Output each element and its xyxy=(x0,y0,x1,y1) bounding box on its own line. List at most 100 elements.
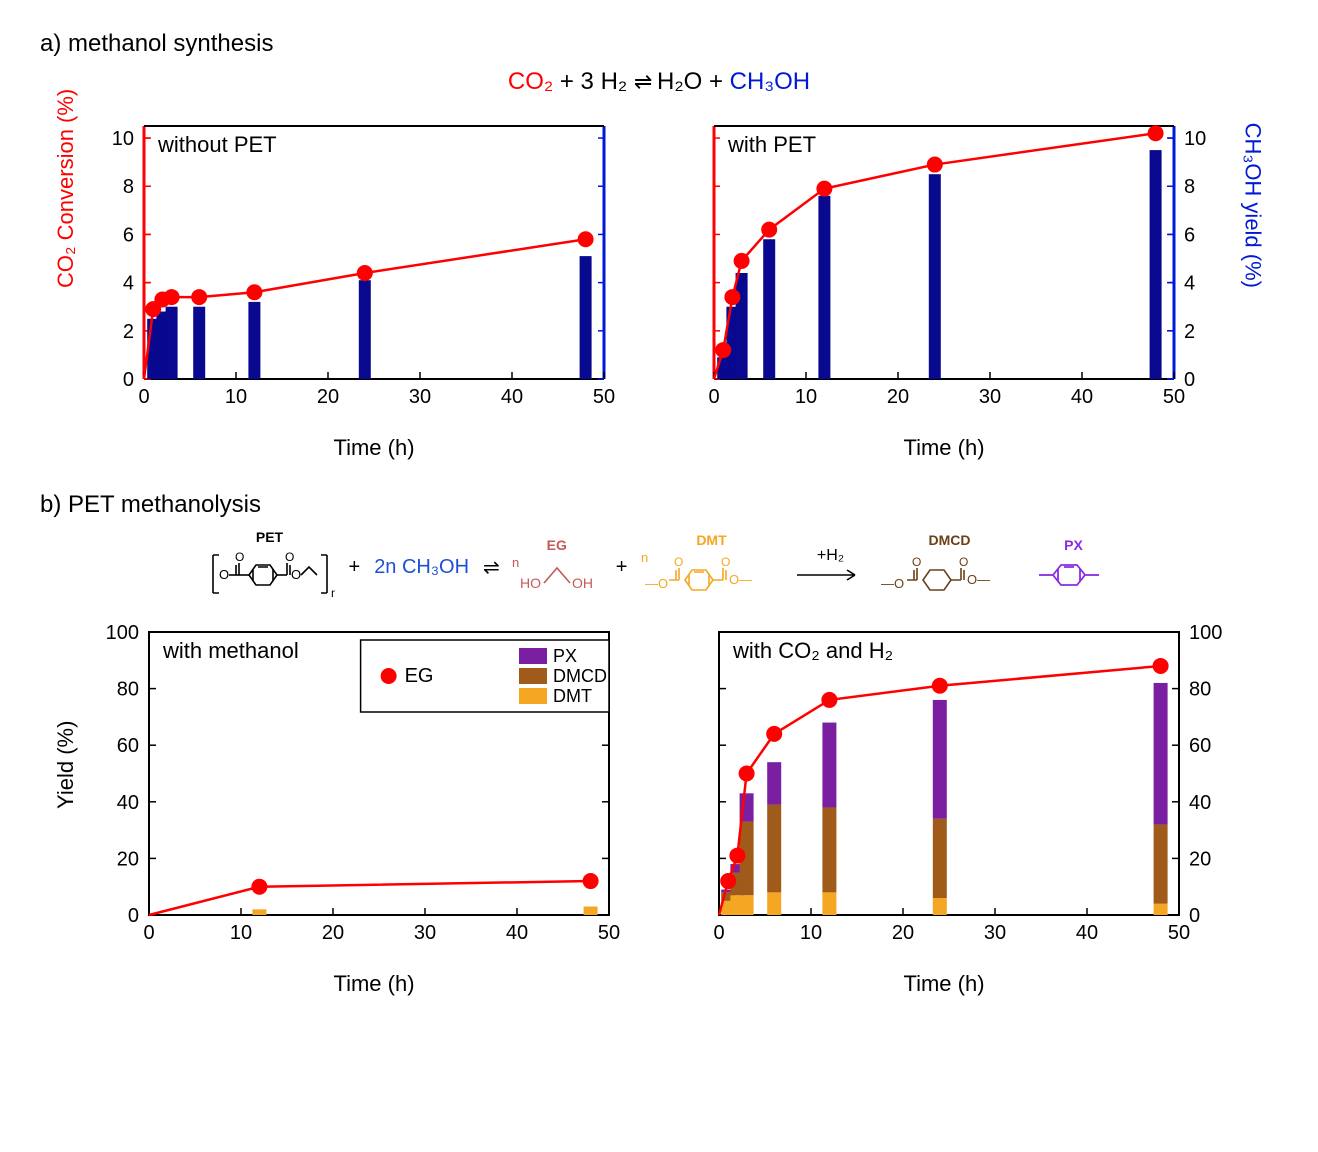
svg-text:O: O xyxy=(235,550,244,564)
svg-text:4: 4 xyxy=(123,273,134,295)
svg-text:DMT: DMT xyxy=(553,686,592,706)
arrow-h2: +H₂ xyxy=(795,547,865,588)
svg-text:0: 0 xyxy=(708,386,719,408)
svg-text:50: 50 xyxy=(1163,386,1185,408)
svg-text:0: 0 xyxy=(138,386,149,408)
panel-a-charts: CO₂ Conversion (%) 010203040500246810wit… xyxy=(20,114,1298,461)
svg-text:30: 30 xyxy=(414,922,436,944)
svg-text:HO: HO xyxy=(520,575,541,591)
plus-sign: + xyxy=(616,556,628,579)
panel-b-charts: Yield (%) 01020304050020406080100with me… xyxy=(20,620,1298,997)
dmcd-molecule-icon: —O O O O— xyxy=(879,548,1019,598)
svg-text:0: 0 xyxy=(1184,369,1195,391)
chart-b-with-co2-h2: 01020304050020406080100with CO₂ and H₂ xyxy=(664,620,1224,960)
svg-text:40: 40 xyxy=(1076,922,1098,944)
svg-text:60: 60 xyxy=(117,735,139,757)
svg-text:100: 100 xyxy=(1189,622,1222,644)
svg-text:6: 6 xyxy=(123,224,134,246)
svg-text:0: 0 xyxy=(143,922,154,944)
svg-text:30: 30 xyxy=(979,386,1001,408)
equation-a: CO₂ + 3 H₂ ⇌ H₂O + CH₃OH xyxy=(20,68,1298,96)
chart-b-left: Yield (%) 01020304050020406080100with me… xyxy=(94,620,654,997)
svg-text:20: 20 xyxy=(317,386,339,408)
dmt-molecule-icon: n —O O O O— xyxy=(641,548,781,598)
svg-text:40: 40 xyxy=(1189,792,1211,814)
svg-text:PX: PX xyxy=(553,646,577,666)
svg-text:40: 40 xyxy=(1071,386,1093,408)
svg-text:30: 30 xyxy=(984,922,1006,944)
svg-text:O: O xyxy=(912,555,921,569)
equilibrium-arrow-icon: ⇌ xyxy=(634,69,650,94)
panel-a-title: a) methanol synthesis xyxy=(40,30,1298,58)
svg-text:8: 8 xyxy=(123,176,134,198)
pet-molecule-icon: n O O O O xyxy=(205,545,335,600)
svg-text:50: 50 xyxy=(598,922,620,944)
pet-structure: PET n O O O O xyxy=(205,529,335,606)
panel-a: a) methanol synthesis CO₂ + 3 H₂ ⇌ H₂O +… xyxy=(20,30,1298,461)
svg-text:0: 0 xyxy=(128,905,139,927)
svg-text:50: 50 xyxy=(593,386,615,408)
svg-text:2: 2 xyxy=(123,321,134,343)
svg-text:20: 20 xyxy=(1189,848,1211,870)
eg-molecule-icon: n HO OH xyxy=(512,553,602,593)
svg-text:O—: O— xyxy=(967,572,990,587)
px-molecule-icon xyxy=(1033,553,1113,593)
svg-text:40: 40 xyxy=(117,792,139,814)
svg-text:10: 10 xyxy=(1184,128,1206,150)
svg-text:40: 40 xyxy=(501,386,523,408)
chart-b-with-methanol: 01020304050020406080100with methanolEGPX… xyxy=(94,620,654,960)
svg-text:30: 30 xyxy=(409,386,431,408)
svg-text:without PET: without PET xyxy=(157,132,277,157)
x-axis-label: Time (h) xyxy=(94,435,654,461)
panel-b: b) PET methanolysis PET n O O xyxy=(20,491,1298,997)
svg-text:with CO₂ and H₂: with CO₂ and H₂ xyxy=(732,638,893,663)
svg-text:DMCD: DMCD xyxy=(553,666,607,686)
px-structure: PX xyxy=(1033,537,1113,599)
svg-text:—O: —O xyxy=(645,576,668,591)
svg-text:20: 20 xyxy=(887,386,909,408)
svg-text:20: 20 xyxy=(892,922,914,944)
svg-text:O: O xyxy=(959,555,968,569)
svg-text:n: n xyxy=(512,555,519,570)
svg-text:O: O xyxy=(285,550,294,564)
svg-text:40: 40 xyxy=(506,922,528,944)
svg-text:20: 20 xyxy=(322,922,344,944)
svg-text:10: 10 xyxy=(795,386,817,408)
svg-text:O: O xyxy=(674,555,683,569)
dmt-structure: DMT n —O O O O— xyxy=(641,532,781,604)
n-methanol: 2n CH₃OH xyxy=(374,556,469,579)
svg-text:8: 8 xyxy=(1184,176,1195,198)
svg-text:O: O xyxy=(219,567,229,582)
x-axis-label: Time (h) xyxy=(664,435,1224,461)
eg-structure: EG n HO OH xyxy=(512,537,602,599)
svg-text:10: 10 xyxy=(800,922,822,944)
svg-text:4: 4 xyxy=(1184,273,1195,295)
svg-text:50: 50 xyxy=(1168,922,1190,944)
svg-text:80: 80 xyxy=(117,679,139,701)
svg-text:2: 2 xyxy=(1184,321,1195,343)
svg-text:—O: —O xyxy=(881,576,904,591)
equilibrium-arrow-icon: ⇌ xyxy=(483,555,498,580)
svg-text:n: n xyxy=(331,586,335,600)
svg-text:20: 20 xyxy=(117,848,139,870)
svg-text:n: n xyxy=(641,550,648,565)
svg-text:O: O xyxy=(721,555,730,569)
plus-sign: + xyxy=(349,556,361,579)
x-axis-label: Time (h) xyxy=(94,971,654,997)
svg-text:10: 10 xyxy=(225,386,247,408)
dmcd-structure: DMCD —O O O O— xyxy=(879,532,1019,604)
svg-text:10: 10 xyxy=(230,922,252,944)
svg-text:80: 80 xyxy=(1189,679,1211,701)
y-axis-left-label: CO₂ Conversion (%) xyxy=(53,88,79,287)
svg-text:0: 0 xyxy=(713,922,724,944)
svg-text:OH: OH xyxy=(572,575,593,591)
chart-a-without-pet: 010203040500246810without PET xyxy=(94,114,654,424)
panel-b-title: b) PET methanolysis xyxy=(40,491,1298,519)
svg-text:100: 100 xyxy=(106,622,139,644)
x-axis-label: Time (h) xyxy=(664,971,1224,997)
chart-a-left: CO₂ Conversion (%) 010203040500246810wit… xyxy=(94,114,654,461)
eq-ch3oh: CH₃OH xyxy=(730,68,810,95)
svg-text:0: 0 xyxy=(123,369,134,391)
svg-text:0: 0 xyxy=(1189,905,1200,927)
right-arrow-icon xyxy=(795,568,865,582)
